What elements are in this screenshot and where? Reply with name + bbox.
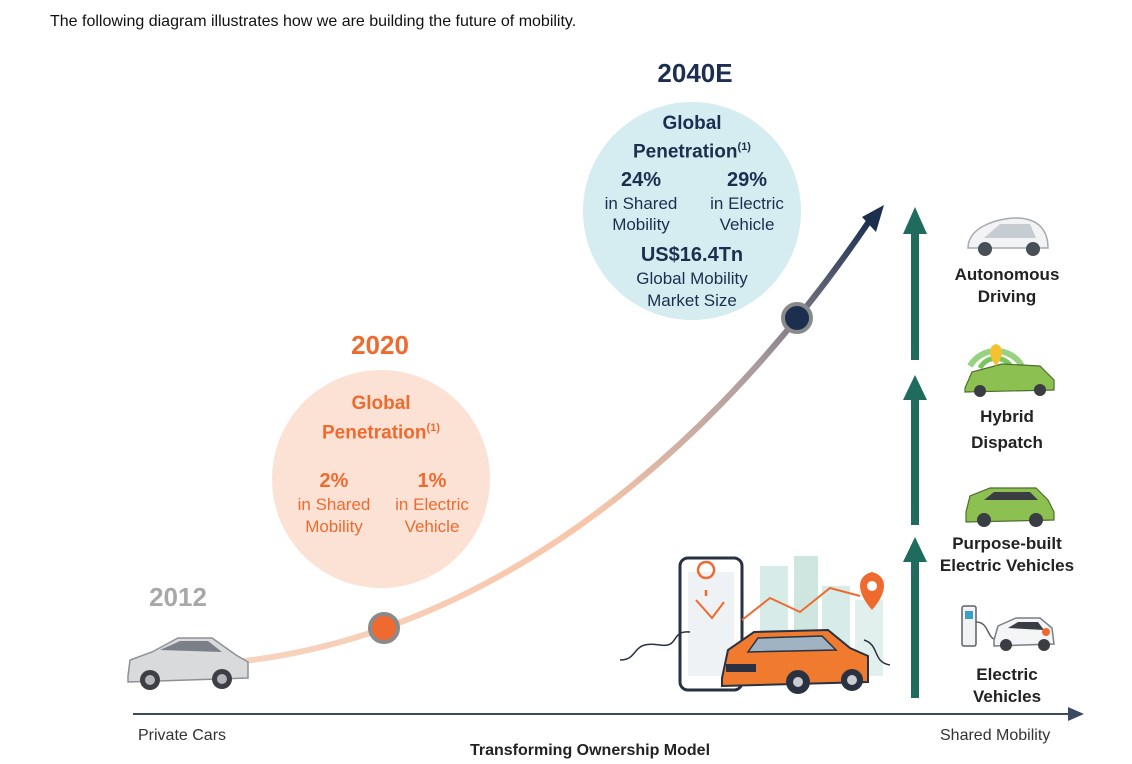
marker-2020 (368, 612, 400, 644)
bubble-2040-shared-line1: in Shared (604, 194, 678, 213)
stage-autonomous-driving-label: Autonomous Driving (922, 264, 1092, 308)
bubble-2040-shared-value: 24% (620, 169, 662, 191)
curve-arrowhead (862, 205, 884, 232)
bubble-2040-title-line2: Penetration(1) (583, 135, 801, 164)
bubble-2020-title-line1: Global (351, 393, 411, 414)
autonomous-car-icon (967, 217, 1049, 256)
stage-autonomous-line1: Autonomous (954, 265, 1060, 284)
stage-hybrid-line2: Dispatch (971, 433, 1043, 452)
bubble-2020-ev-value: 1% (417, 470, 447, 492)
stage-autonomous-line2: Driving (977, 287, 1037, 306)
axis-right-label: Shared Mobility (940, 727, 1051, 744)
bubble-2040-title-text: Penetration (633, 141, 738, 163)
year-2012-label: 2012 (149, 582, 207, 612)
city-scene-illustration (619, 556, 891, 694)
bubble-2040e: Global Penetration(1) 24% in Shared Mobi… (583, 102, 801, 320)
stage-hybrid-dispatch-label: Hybrid Dispatch (922, 404, 1092, 456)
year-2040e-label: 2040E (657, 58, 733, 88)
purpose-built-ev-icon (965, 487, 1055, 527)
stage-hybrid-line1: Hybrid (980, 407, 1034, 426)
bubble-2020-shared-line1: in Shared (297, 495, 371, 514)
bubble-2020-title-line2: Penetration(1) (272, 416, 490, 445)
bubble-2020-shared-value: 2% (319, 470, 349, 492)
bubble-2020-ev-line2: Vehicle (404, 517, 460, 536)
hybrid-dispatch-icon (964, 344, 1055, 397)
bubble-2040-footnote: (1) (737, 141, 751, 153)
bubble-2040-ev-line2: Vehicle (719, 215, 775, 234)
bubble-2040-shared-line2: Mobility (612, 215, 670, 234)
bubble-2020-title-text: Penetration (322, 422, 427, 444)
stage-electric-line2: Vehicles (972, 687, 1042, 706)
bubble-2040-title-line1: Global (662, 113, 722, 134)
stage-purpose-built-line1: Purpose-built (952, 534, 1062, 553)
intro-text: The following diagram illustrates how we… (50, 13, 577, 30)
axis-left-label: Private Cars (138, 727, 227, 744)
electric-vehicle-icon (961, 605, 1055, 651)
bubble-2040-ev-line1: in Electric (710, 194, 784, 213)
private-car-icon (127, 637, 249, 690)
growth-curve (232, 217, 873, 665)
bubble-2040-market-line1: Global Mobility (636, 269, 748, 288)
axis-arrowhead (1068, 707, 1084, 721)
stage-arrows (903, 207, 927, 698)
bubble-2020-footnote: (1) (426, 422, 440, 434)
stage-electric-vehicles-label: Electric Vehicles (922, 664, 1092, 708)
marker-2040 (781, 302, 813, 334)
bubble-2040-market-value: US$16.4Tn (640, 244, 744, 266)
stage-purpose-built-ev-label: Purpose-built Electric Vehicles (922, 533, 1092, 577)
axis-title: Transforming Ownership Model (469, 742, 711, 759)
bubble-2020: Global Penetration(1) 2% in Shared Mobil… (272, 370, 490, 588)
bubble-2040-market-line2: Market Size (647, 291, 737, 310)
bubble-2020-ev-line1: in Electric (395, 495, 469, 514)
stage-electric-line1: Electric (976, 665, 1038, 684)
year-2020-label: 2020 (351, 330, 409, 360)
stage-purpose-built-line2: Electric Vehicles (939, 556, 1075, 575)
bubble-2040-ev-value: 29% (726, 169, 768, 191)
bubble-2020-shared-line2: Mobility (305, 517, 363, 536)
